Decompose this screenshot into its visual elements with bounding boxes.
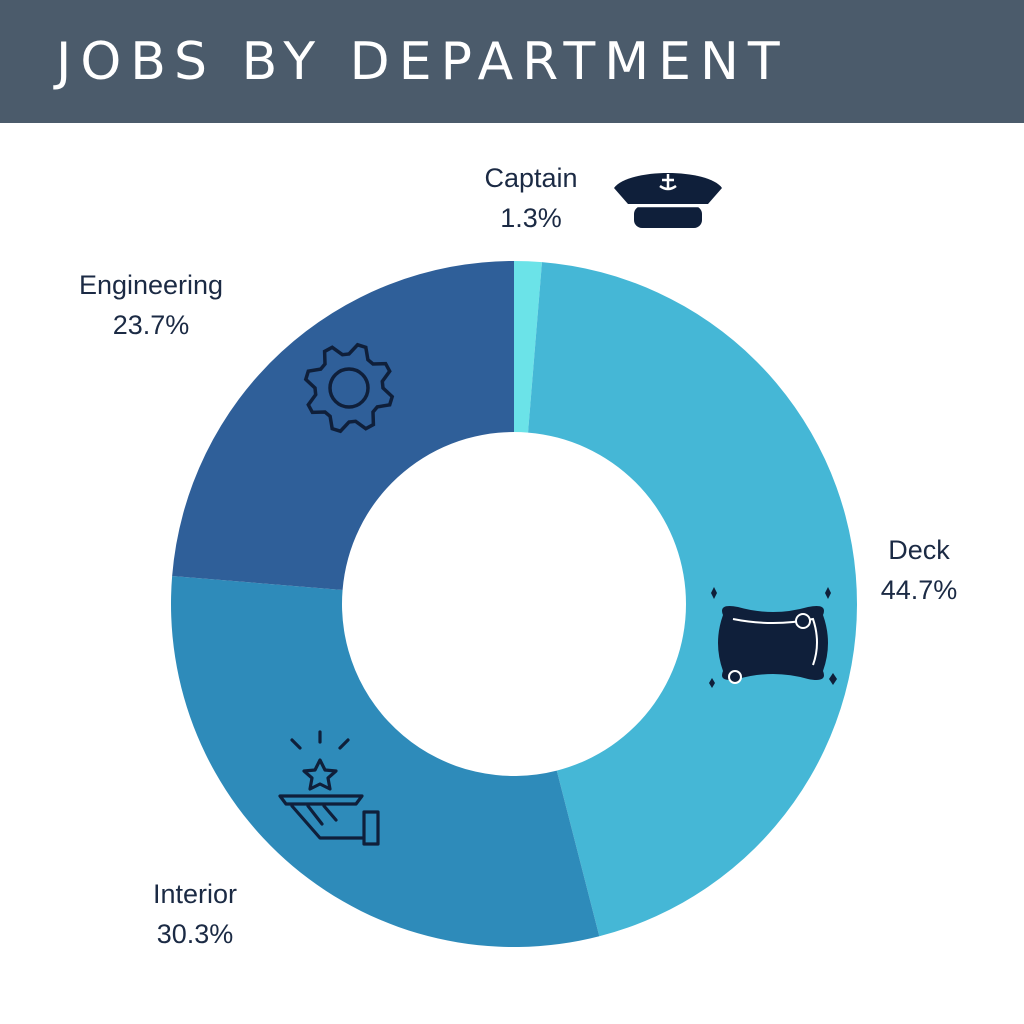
chart-title: JOBS BY DEPARTMENT (56, 31, 789, 92)
label-deck-value: 44.7% (880, 575, 958, 605)
slice-engineering (172, 261, 514, 590)
label-deck: Deck 44.7% (881, 530, 958, 610)
slice-captain (514, 261, 542, 433)
sponge-icon (709, 587, 837, 688)
slice-deck (528, 262, 857, 937)
label-captain: Captain 1.3% (484, 158, 577, 238)
label-engineering-name: Engineering (78, 270, 224, 300)
label-deck-name: Deck (888, 535, 950, 565)
label-interior-value: 30.3% (156, 919, 234, 949)
gear-icon (303, 342, 395, 434)
title-banner: JOBS BY DEPARTMENT (0, 0, 1024, 123)
slice-interior (170, 576, 600, 947)
label-interior-name: Interior (152, 879, 238, 909)
label-captain-name: Captain (484, 163, 578, 193)
label-engineering-value: 23.7% (112, 310, 190, 340)
captain-hat-icon (614, 173, 722, 228)
label-engineering: Engineering 23.7% (79, 265, 223, 345)
label-interior: Interior 30.3% (153, 874, 237, 954)
label-captain-value: 1.3% (500, 203, 562, 233)
serving-tray-star-icon (278, 730, 380, 846)
